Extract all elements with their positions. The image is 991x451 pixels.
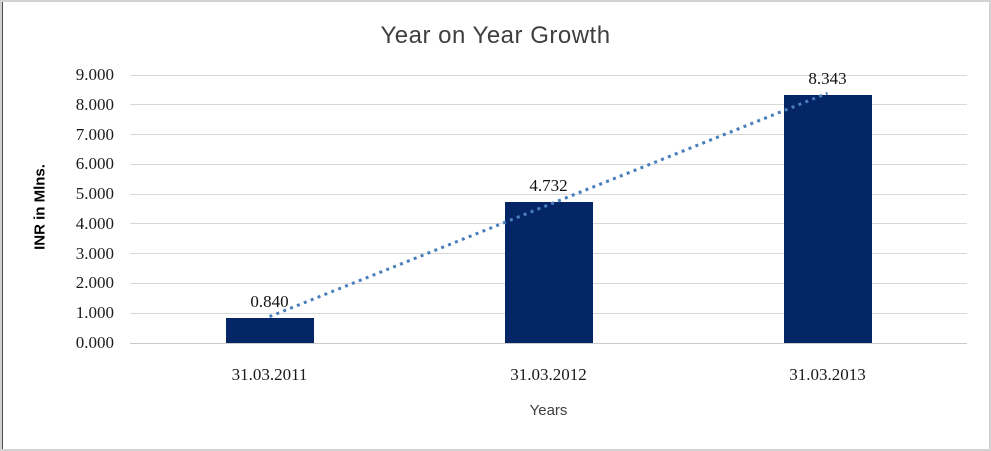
data-label: 0.840 — [250, 291, 289, 311]
y-tick-label: 8.000 — [75, 94, 114, 114]
y-tick-label: 2.000 — [75, 273, 114, 293]
trendline — [268, 91, 829, 318]
data-label: 4.732 — [529, 176, 568, 196]
y-tick-label: 5.000 — [75, 184, 114, 204]
x-category-label: 31.03.2013 — [789, 365, 866, 384]
bar-31.03.2012 — [504, 202, 593, 343]
y-tick-label: 7.000 — [75, 124, 114, 144]
x-category-label: 31.03.2012 — [510, 365, 587, 384]
bar-31.03.2013 — [783, 94, 872, 343]
y-tick-label: 3.000 — [75, 243, 114, 263]
y-axis-title: INR in Mlns. — [31, 164, 49, 250]
x-category-label: 31.03.2011 — [231, 365, 308, 384]
y-tick-label: 0.000 — [75, 333, 114, 352]
gridline — [130, 74, 967, 76]
y-tick-label: 9.000 — [75, 65, 114, 84]
plot-area: 0.840 31.03.2011 4.732 31.03.2012 8.343 31.03… — [130, 69, 967, 384]
gridline — [130, 163, 967, 165]
gridline — [130, 134, 967, 136]
chart-title: Year on Year Growth — [380, 22, 611, 49]
y-tick-label: 4.000 — [75, 213, 114, 233]
frame-left-edge — [2, 2, 3, 449]
gridline — [130, 104, 967, 106]
gridline — [130, 193, 967, 195]
data-label: 8.343 — [808, 68, 847, 88]
bar-31.03.2011 — [225, 317, 314, 343]
x-axis-line — [130, 342, 967, 344]
x-axis-title: Years — [529, 402, 568, 419]
y-tick-label: 1.000 — [75, 303, 114, 323]
y-tick-label: 6.000 — [75, 154, 114, 174]
